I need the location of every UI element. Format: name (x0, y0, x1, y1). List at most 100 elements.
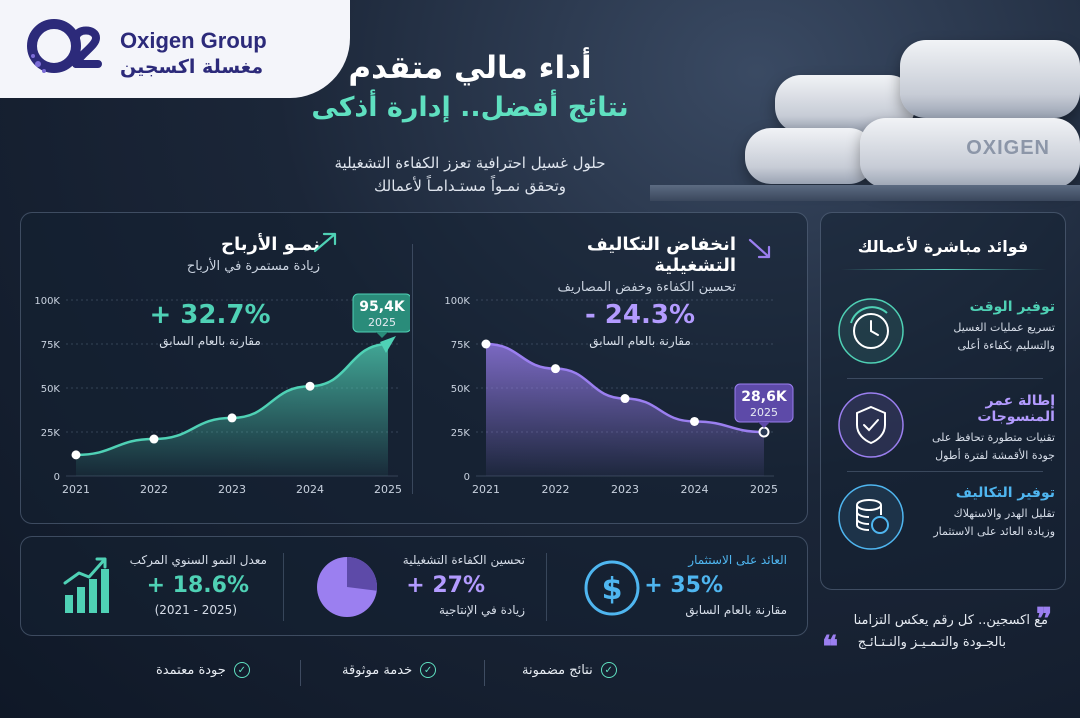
benefit-desc-line: تقنيات متطورة تحافظ على (931, 431, 1055, 444)
x-tick-label: 2023 (611, 483, 639, 496)
o2-logo-icon (27, 19, 102, 73)
towel-brand-label: OXIGEN (966, 137, 1050, 159)
quote-close-icon: ❝ (822, 630, 839, 665)
callout-value: 95,4K (359, 299, 406, 315)
footer-label: خدمة موثوقة (342, 662, 413, 678)
page-subtitle: نتائج أفضل.. إدارة أذكى (311, 92, 629, 123)
towel-shelf-image: OXIGEN (650, 0, 1080, 215)
benefit-divider (847, 378, 1043, 379)
profit-chart-header: نمـو الأرباح زيادة مستمرة في الأرباح (140, 234, 320, 274)
y-tick-label: 0 (464, 472, 470, 483)
y-tick-label: 100K (444, 296, 470, 307)
benefit-time: توفير الوقت تسريع عمليات الغسيل والتسليم… (833, 291, 1055, 371)
x-tick-label: 2023 (218, 483, 246, 496)
profit-change-note: مقارنة بالعام السابق (159, 334, 261, 348)
kpi-label: تحسين الكفاءة التشغيلية (402, 553, 525, 567)
benefit-textiles: إطالة عمر المنسوجات تقنيات متطورة تحافظ … (833, 385, 1055, 465)
towel-image (900, 40, 1080, 118)
callout-value: 28,6K (741, 389, 788, 405)
y-tick-label: 25K (451, 428, 471, 439)
benefit-desc-line: جودة الأقمشة لفترة أطول (935, 449, 1055, 462)
quote-line: بالجـودة والتـمـيـز والنـتـائـج (857, 635, 1006, 650)
x-tick-label: 2024 (681, 483, 709, 496)
y-tick-label: 0 (54, 472, 60, 483)
benefit-divider (847, 471, 1043, 472)
kpi-label: العائد على الاستثمار (688, 553, 787, 567)
cost-change-note: مقارنة بالعام السابق (589, 334, 691, 348)
kpi-cagr: معدل النمو السنوي المركب + 18.6% (2021 -… (31, 537, 277, 637)
y-tick-label: 25K (41, 428, 61, 439)
tagline: حلول غسيل احترافية تعزز الكفاءة التشغيلي… (310, 152, 630, 198)
benefits-title: فوائد مباشرة لأعمالك (857, 237, 1029, 256)
benefit-desc: تقليل الهدر والاستهلاك وزيادة العائد على… (915, 505, 1055, 541)
dollar-circle-icon: $ (584, 560, 640, 616)
page-title: أداء مالي متقدم (348, 50, 592, 86)
kpi-label: معدل النمو السنوي المركب (129, 553, 267, 567)
footer-item: نتائج مضمونة ✓ (522, 662, 617, 678)
y-tick-label: 100K (34, 296, 60, 307)
footer-label: جودة معتمدة (156, 662, 226, 678)
tagline-line: وتحقق نمـواً مستـدامـاً لأعمالك (374, 177, 566, 195)
callout-pointer (376, 332, 388, 338)
series-area (486, 344, 764, 476)
benefit-desc-line: تسريع عمليات الغسيل (953, 321, 1055, 334)
data-point (305, 381, 315, 391)
kpi-value: + 27% (406, 573, 485, 598)
data-point (620, 394, 630, 404)
kpi-panel: $ العائد على الاستثمار + 35% مقارنة بالع… (20, 536, 808, 636)
footer-label: نتائج مضمونة (522, 662, 593, 678)
brand-name-ar: مغسلة اكسجين (120, 56, 264, 78)
clock-icon (838, 298, 904, 364)
callout-year: 2025 (750, 406, 778, 419)
x-tick-label: 2025 (750, 483, 778, 496)
closing-quote: مع اكسجين.. كل رقم يعكس التزامنا بالجـود… (830, 610, 1056, 654)
towel-image (745, 128, 875, 184)
coins-stack-icon (838, 484, 904, 550)
bar-growth-icon (63, 557, 109, 613)
y-tick-label: 75K (41, 340, 61, 351)
footer-item: خدمة موثوقة ✓ (342, 662, 437, 678)
arrow-up-right-icon (313, 232, 337, 253)
check-circle-icon: ✓ (600, 662, 617, 678)
benefit-desc-line: والتسليم بكفاءة أعلى (957, 339, 1055, 352)
charts-divider (412, 244, 413, 494)
x-tick-label: 2021 (472, 483, 500, 496)
x-tick-label: 2022 (542, 483, 570, 496)
kpi-value: + 35% (644, 573, 723, 598)
x-tick-label: 2024 (296, 483, 324, 496)
benefit-desc-line: تقليل الهدر والاستهلاك (953, 507, 1055, 520)
check-circle-icon: ✓ (420, 662, 437, 678)
logo-banner: Oxigen Group مغسلة اكسجين (0, 0, 350, 98)
cost-chart-header: انخفاض التكاليف التشغيلية تحسين الكفاءة … (500, 234, 736, 295)
cost-chart-title: انخفاض التكاليف التشغيلية (586, 234, 736, 276)
y-tick-label: 75K (451, 340, 471, 351)
footer-divider (484, 660, 485, 686)
x-tick-label: 2025 (374, 483, 402, 496)
callout-pointer (758, 422, 770, 428)
quote-open-icon: ❞ (1036, 602, 1053, 637)
benefits-title-underline (841, 269, 1047, 270)
kpi-divider (546, 553, 547, 621)
data-point (149, 434, 159, 444)
data-point (71, 450, 81, 460)
footer-item: جودة معتمدة ✓ (156, 662, 250, 678)
x-tick-label: 2022 (140, 483, 168, 496)
data-point (690, 416, 699, 426)
benefits-panel: فوائد مباشرة لأعمالك توفير الوقت تسريع ع… (820, 212, 1066, 590)
series-area (76, 344, 388, 476)
quote-line: مع اكسجين.. كل رقم يعكس التزامنا (853, 613, 1048, 628)
kpi-roi: $ العائد على الاستثمار + 35% مقارنة بالع… (561, 537, 801, 637)
data-point (551, 364, 560, 374)
brand-name-en: Oxigen Group (120, 28, 267, 53)
cost-chart-subtitle: تحسين الكفاءة وخفض المصاريف (557, 280, 736, 295)
shield-check-icon (838, 392, 904, 458)
kpi-note: زيادة في الإنتاجية (438, 603, 525, 617)
profit-change-value: + 32.7% (149, 300, 271, 330)
kpi-note: (2021 - 2025) (154, 603, 237, 617)
y-tick-label: 50K (41, 384, 61, 395)
callout-year: 2025 (368, 316, 396, 329)
kpi-divider (283, 553, 284, 621)
benefit-title: توفير التكاليف (955, 485, 1055, 501)
data-point (481, 339, 491, 349)
